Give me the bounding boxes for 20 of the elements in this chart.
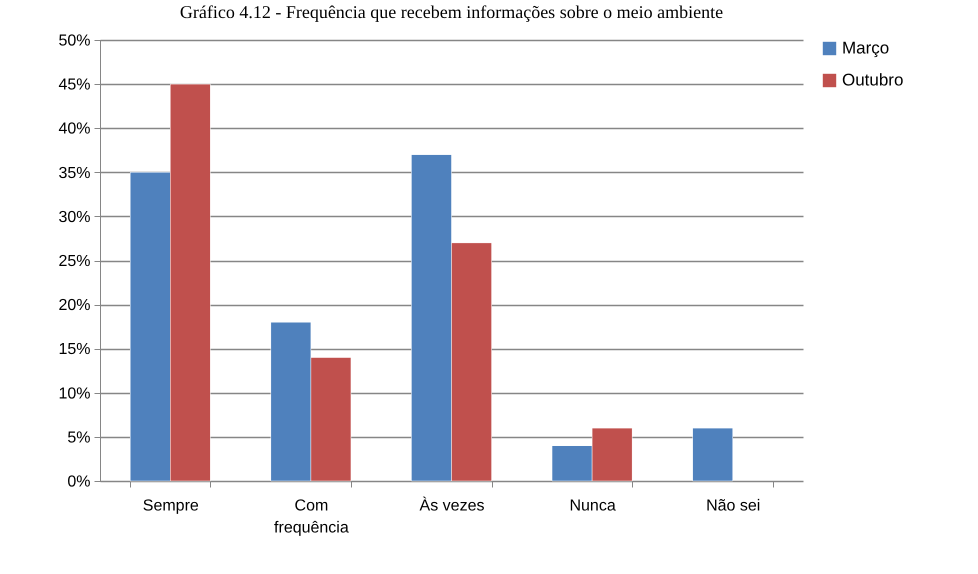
legend-label: Março	[842, 38, 890, 58]
x-tick-label: Não sei	[706, 498, 760, 514]
y-tick-label: 20%	[58, 297, 90, 314]
y-tick-label: 40%	[58, 120, 90, 138]
x-tick-label: Nunca	[569, 498, 616, 514]
x-tick-label: Às vezes	[420, 496, 484, 514]
bar	[692, 428, 733, 482]
y-tick-label: 10%	[58, 385, 90, 402]
y-tick-label: 5%	[67, 429, 90, 446]
y-tick-label: 15%	[58, 341, 90, 358]
x-tick-label: Sempre	[142, 498, 199, 514]
y-tick-label: 35%	[58, 164, 90, 182]
y-tick-label: 45%	[58, 76, 90, 94]
x-tick-label: Com frequência	[274, 498, 349, 536]
y-tick-label: 50%	[58, 32, 90, 50]
legend-label: Outubro	[842, 70, 904, 90]
y-tick-label: 25%	[58, 253, 90, 270]
y-tick-label: 0%	[67, 474, 90, 490]
chart-title: Gráfico 4.12 - Frequência que recebem informações sobre o meio ambiente	[180, 2, 724, 22]
y-tick-label: 30%	[58, 208, 90, 226]
